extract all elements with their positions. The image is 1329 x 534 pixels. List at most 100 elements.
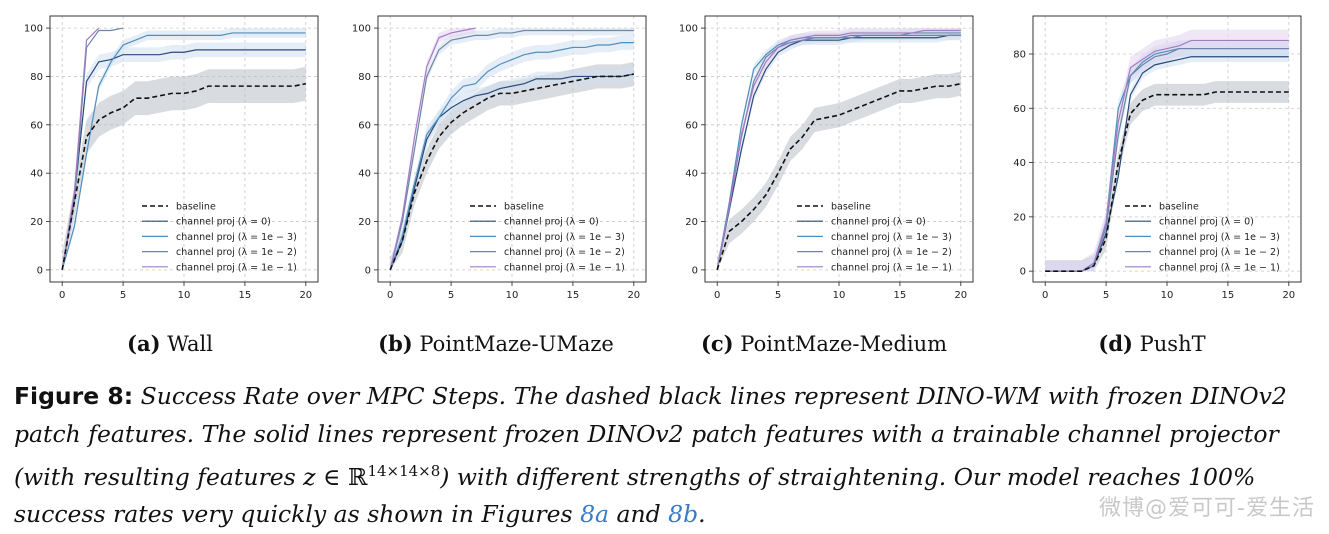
caption-math-var: z [303, 462, 316, 491]
series-line [716, 29, 961, 271]
legend-entry: channel proj (λ = 0) [1159, 217, 1254, 228]
legend-entry: channel proj (λ = 0) [176, 217, 271, 228]
subcaption-title: PointMaze-Medium [740, 332, 948, 356]
series-line [389, 73, 634, 271]
x-tick-label: 10 [1161, 290, 1174, 301]
figure-ref-8b[interactable]: 8b [668, 500, 699, 529]
caption-label: Figure 8: [14, 382, 134, 410]
series-line [1045, 39, 1289, 272]
series-line [389, 29, 634, 271]
y-tick-label: 40 [358, 169, 371, 180]
y-tick-label: 60 [30, 120, 43, 131]
legend-entry: channel proj (λ = 1e − 1) [1159, 262, 1280, 273]
subcaption-label: (c) [700, 331, 734, 356]
y-tick-label: 20 [1013, 212, 1026, 223]
legend-entry: channel proj (λ = 1e − 1) [504, 262, 625, 273]
caption-end: . [698, 500, 706, 529]
x-tick-label: 0 [387, 290, 393, 301]
subcaption-label: (d) [1098, 331, 1133, 356]
caption-math-sup: 14×14×8 [367, 462, 441, 480]
x-tick-label: 15 [1222, 290, 1235, 301]
series-line [61, 82, 306, 271]
series-line [716, 34, 961, 271]
figure-caption: Figure 8: Success Rate over MPC Steps. T… [14, 378, 1319, 534]
subcaption-label: (a) [127, 331, 161, 356]
x-tick-label: 0 [1042, 290, 1048, 301]
y-tick-label: 20 [685, 217, 698, 228]
legend-entry: baseline [831, 202, 871, 213]
legend-entry: baseline [1159, 202, 1199, 213]
caption-text-2: ) with different strengths of straighten… [14, 462, 1256, 529]
chart-pointmaze-umaze: 0 5 10 15 20 0 20 40 60 80 100 baseline channel proj… [352, 15, 647, 301]
x-tick-label: 10 [833, 290, 846, 301]
legend-entry: baseline [504, 202, 544, 213]
legend-entry: channel proj (λ = 1e − 2) [831, 247, 952, 258]
confidence-band [62, 66, 306, 270]
y-tick-label: 0 [37, 265, 43, 276]
subcaption-wall: (a) Wall [127, 331, 213, 356]
x-tick-label: 20 [299, 290, 312, 301]
y-tick-label: 20 [30, 217, 43, 228]
series-line [1045, 91, 1289, 272]
y-tick-label: 60 [685, 120, 698, 131]
x-tick-label: 15 [894, 290, 907, 301]
y-tick-label: 0 [365, 265, 371, 276]
y-tick-label: 100 [679, 24, 698, 35]
legend-entry: channel proj (λ = 1e − 3) [176, 232, 297, 243]
legend-entry: channel proj (λ = 1e − 3) [1159, 232, 1280, 243]
legend-entry: channel proj (λ = 0) [504, 217, 599, 228]
subcaption-pointmaze-medium: (c) PointMaze-Medium [701, 331, 947, 356]
x-tick-label: 20 [627, 290, 640, 301]
subcaption-label: (b) [378, 331, 413, 356]
legend-entry: channel proj (λ = 1e − 2) [504, 247, 625, 258]
y-tick-label: 20 [358, 217, 371, 228]
confidence-band [390, 35, 634, 270]
subcaption-pusht: (d) PushT [1098, 331, 1205, 356]
y-tick-label: 80 [685, 72, 698, 83]
subcaption-title: PointMaze-UMaze [419, 332, 614, 356]
y-tick-label: 0 [1020, 267, 1026, 278]
watermark: 微博@爱可可-爱生活 [1099, 496, 1315, 521]
figure-ref-8a[interactable]: 8a [580, 500, 610, 529]
y-tick-label: 100 [24, 24, 43, 35]
y-tick-label: 80 [1013, 50, 1026, 61]
subcaption-pointmaze-umaze: (b) PointMaze-UMaze [378, 331, 614, 356]
x-tick-label: 0 [59, 290, 65, 301]
y-tick-label: 0 [692, 265, 698, 276]
confidence-band [1045, 81, 1289, 272]
legend-entry: channel proj (λ = 1e − 2) [1159, 247, 1280, 258]
y-tick-label: 40 [685, 169, 698, 180]
x-tick-label: 5 [775, 290, 781, 301]
chart-pusht: 0 5 10 15 20 0 20 40 60 80 baseline channel proj (λ… [1013, 15, 1302, 301]
confidence-band [717, 71, 961, 270]
x-tick-label: 20 [954, 290, 967, 301]
caption-text-1: Success Rate over MPC Steps. The dashed … [14, 382, 1287, 491]
y-tick-label: 80 [358, 72, 371, 83]
y-tick-label: 60 [1013, 104, 1026, 115]
x-tick-label: 0 [714, 290, 720, 301]
y-tick-label: 40 [30, 169, 43, 180]
caption-and: and [609, 500, 669, 529]
legend-entry: channel proj (λ = 1e − 3) [831, 232, 952, 243]
chart-wall: 0 5 10 15 20 0 20 40 60 80 100 baseline channel proj… [24, 15, 319, 301]
y-tick-label: 60 [358, 120, 371, 131]
x-tick-label: 20 [1282, 290, 1295, 301]
legend-entry: channel proj (λ = 0) [831, 217, 926, 228]
y-tick-label: 80 [30, 72, 43, 83]
series-line [61, 32, 306, 271]
legend-entry: baseline [176, 202, 216, 213]
x-tick-label: 10 [178, 290, 191, 301]
x-tick-label: 15 [239, 290, 252, 301]
y-tick-label: 100 [352, 24, 371, 35]
subcaption-title: PushT [1139, 332, 1206, 356]
x-tick-label: 5 [120, 290, 126, 301]
y-tick-label: 40 [1013, 158, 1026, 169]
subcaption-title: Wall [167, 332, 213, 356]
series-line [61, 49, 306, 271]
legend-entry: channel proj (λ = 1e − 3) [504, 232, 625, 243]
series-line [716, 32, 961, 271]
caption-math-in: ∈ ℝ [315, 462, 368, 491]
series-line [389, 41, 634, 271]
legend-entry: channel proj (λ = 1e − 2) [176, 247, 297, 258]
x-tick-label: 5 [1103, 290, 1109, 301]
